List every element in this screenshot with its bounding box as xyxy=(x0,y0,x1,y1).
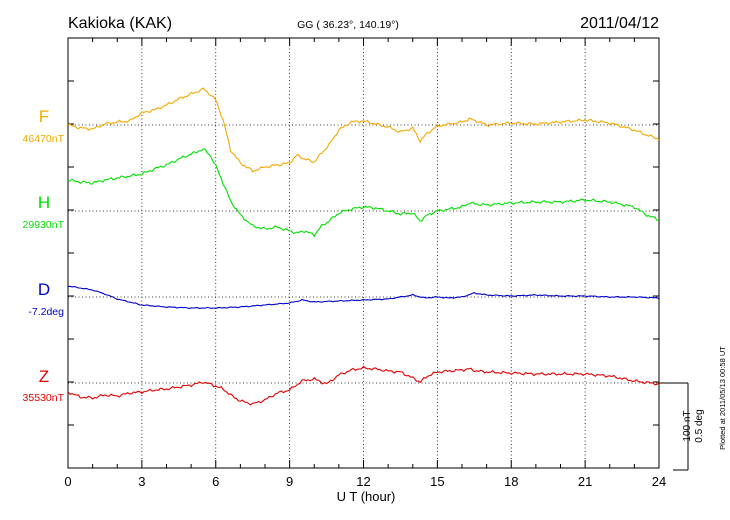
series-baseline-h: 29930nT xyxy=(23,219,65,231)
scale-bar xyxy=(659,382,689,471)
x-tick-label: 15 xyxy=(430,474,444,489)
x-tick-label: 12 xyxy=(356,474,370,489)
axis-ticks xyxy=(67,38,660,468)
x-tick-labels: 0 3 6 9 12 15 18 21 24 xyxy=(64,474,666,489)
x-tick-label: 6 xyxy=(212,474,219,489)
series-label-d: D xyxy=(38,280,50,299)
series-label-z: Z xyxy=(39,367,49,386)
series-labels: F 46470nT H 29930nT D -7.2deg Z 35530nT xyxy=(23,107,65,404)
scale-label-deg: 0.5 deg xyxy=(694,409,705,442)
series-baseline-d: -7.2deg xyxy=(28,306,64,318)
plotted-at-note: Plotted at 2011/05/13 00:58 UT xyxy=(718,346,727,450)
x-tick-label: 18 xyxy=(504,474,518,489)
x-tick-label: 24 xyxy=(652,474,666,489)
station-title: Kakioka (KAK) xyxy=(68,15,172,32)
series-baseline-z: 35530nT xyxy=(23,392,65,404)
series-traces xyxy=(67,87,660,406)
x-tick-label: 3 xyxy=(138,474,145,489)
x-tick-label: 21 xyxy=(578,474,592,489)
x-axis-label: U T (hour) xyxy=(337,489,396,504)
series-label-f: F xyxy=(39,107,49,126)
series-baseline-f: 46470nT xyxy=(23,133,65,145)
series-label-h: H xyxy=(38,193,50,212)
x-tick-label: 0 xyxy=(64,474,71,489)
trace-f xyxy=(67,87,660,173)
chart-date: 2011/04/12 xyxy=(580,15,659,32)
scale-label-nt: 100 nT xyxy=(682,410,693,441)
plot-frame xyxy=(67,37,660,469)
grid-lines xyxy=(68,38,659,468)
trace-h xyxy=(67,148,660,238)
station-coords: GG ( 36.23°, 140.19°) xyxy=(297,19,399,31)
x-tick-label: 9 xyxy=(286,474,293,489)
trace-z xyxy=(67,365,660,406)
trace-d xyxy=(67,285,660,310)
